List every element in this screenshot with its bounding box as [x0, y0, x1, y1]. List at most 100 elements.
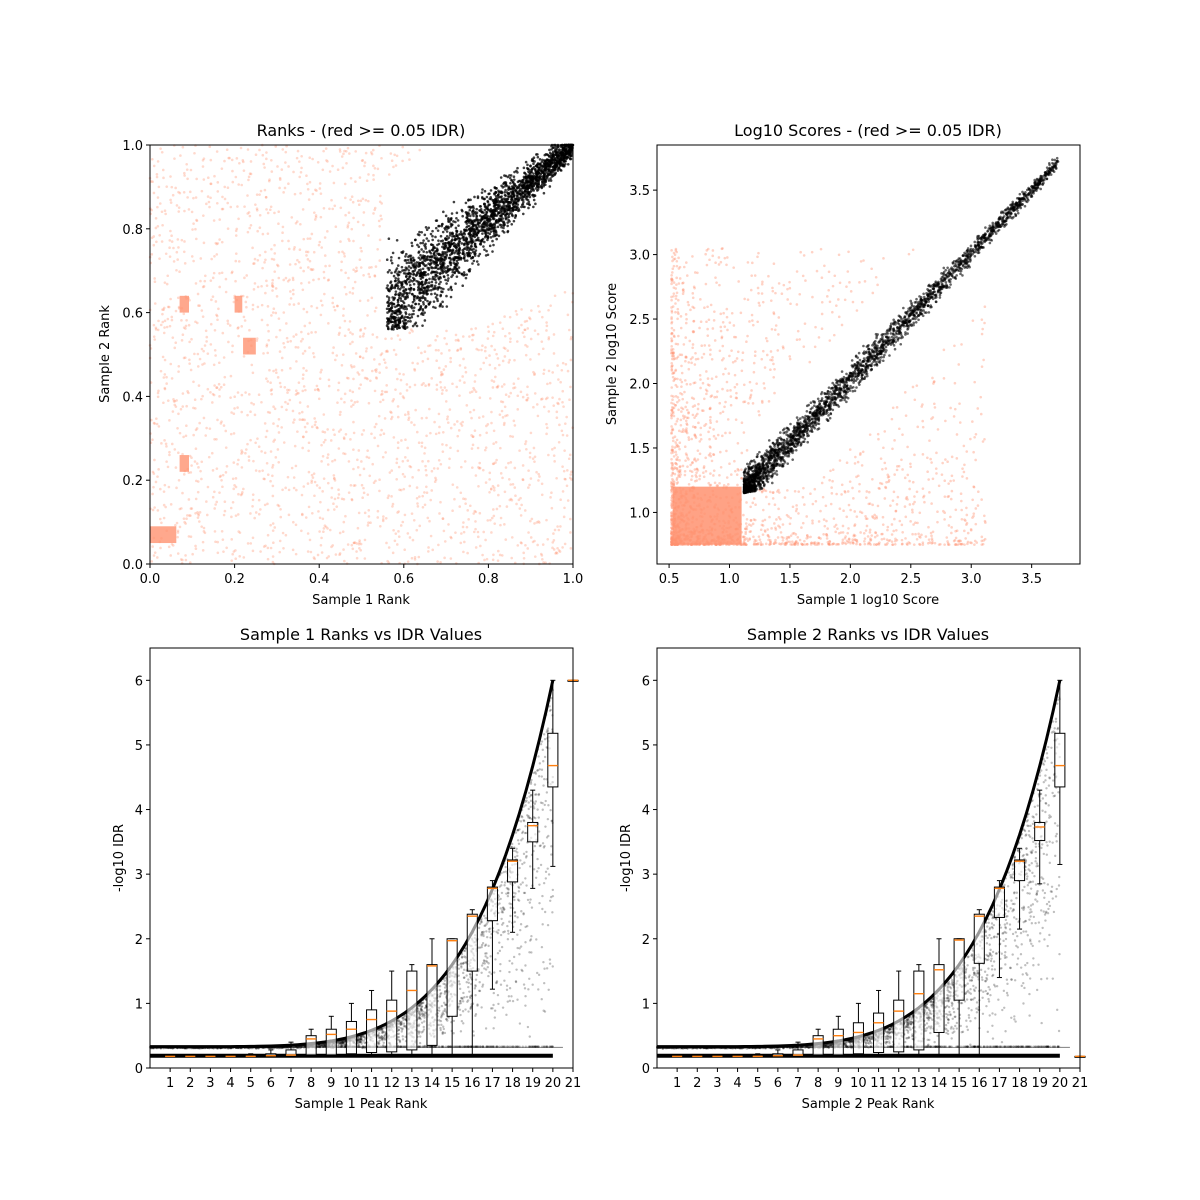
fail-point [212, 271, 216, 275]
fail-point [556, 401, 559, 405]
fail-point [328, 264, 331, 268]
pass-point [511, 181, 515, 184]
fail-point [553, 294, 557, 298]
fail-point [308, 180, 312, 184]
fail-point [344, 271, 347, 275]
fail-point [376, 167, 380, 171]
fail-point [553, 460, 556, 463]
fail-point [159, 147, 162, 150]
fail-point [220, 240, 224, 244]
fail-point [556, 525, 559, 528]
fail-point [367, 173, 370, 176]
fail-point [173, 157, 176, 160]
fail-point [194, 497, 198, 501]
fail-point [436, 467, 440, 470]
fail-point [222, 424, 226, 427]
fail-point [318, 240, 322, 244]
fail-point [253, 262, 256, 265]
pass-point [484, 223, 487, 226]
fail-point [333, 477, 336, 480]
fail-point [405, 389, 409, 392]
fail-point [865, 517, 869, 521]
fail-point [151, 438, 154, 442]
fail-point [320, 443, 323, 447]
fail-point [350, 543, 354, 547]
pass-point [530, 178, 533, 181]
fail-point [545, 321, 548, 324]
fail-point [481, 415, 485, 418]
fail-point [671, 375, 675, 379]
fail-point [331, 207, 334, 211]
pass-point [423, 282, 427, 286]
fail-point [476, 530, 480, 534]
pass-point [412, 287, 416, 291]
fail-point [192, 259, 195, 263]
fail-point [319, 500, 322, 504]
fail-point [240, 449, 243, 452]
fail-point [150, 560, 154, 563]
fail-point [355, 550, 358, 553]
fail-point [331, 301, 335, 305]
fail-point [351, 340, 354, 344]
fail-point [186, 390, 189, 393]
fail-point [434, 478, 438, 482]
fail-point [278, 350, 282, 353]
fail-point [379, 393, 383, 396]
fail-point [154, 216, 158, 220]
fail-point [552, 333, 556, 336]
fail-point [272, 541, 275, 545]
fail-point [153, 338, 157, 341]
fail-point [315, 189, 318, 192]
fail-point [374, 422, 378, 426]
fail-point [182, 190, 186, 194]
fail-point [344, 514, 347, 518]
pass-point [442, 258, 446, 262]
fail-point [265, 429, 269, 433]
pass-point [416, 243, 419, 247]
fail-point [463, 381, 466, 384]
pass-point [423, 244, 426, 247]
fail-point [249, 172, 253, 176]
fail-point [322, 276, 326, 280]
fail-point [449, 446, 452, 450]
pass-point [389, 259, 393, 262]
fail-point [209, 158, 213, 162]
fail-point [266, 533, 270, 537]
fail-point [698, 373, 702, 377]
fail-point [192, 380, 195, 384]
fail-point [311, 192, 315, 196]
pass-point [523, 182, 527, 185]
pass-point [436, 248, 439, 252]
fail-point [372, 358, 376, 361]
fail-point [519, 514, 523, 517]
pass-point [455, 259, 459, 263]
pass-point [532, 172, 535, 175]
pass-point [506, 175, 510, 179]
fail-point [362, 223, 365, 227]
fail-point [395, 154, 399, 158]
fail-point [476, 446, 480, 450]
fail-point [537, 304, 540, 308]
fail-point [423, 446, 427, 450]
fail-point [518, 507, 522, 510]
fail-point [312, 556, 316, 559]
fail-point [453, 423, 456, 426]
pass-point [411, 324, 415, 328]
fail-point [270, 158, 273, 162]
fail-point [474, 390, 478, 394]
fail-point [307, 198, 311, 201]
fail-point [185, 424, 188, 427]
fail-point [181, 392, 185, 395]
fail-point [303, 425, 307, 429]
fail-point [182, 356, 186, 360]
fail-point [563, 449, 566, 452]
fail-point [189, 507, 193, 510]
fail-point [195, 427, 199, 430]
fail-point [164, 212, 167, 216]
fail-point [315, 484, 319, 487]
fail-point [465, 404, 469, 407]
fail-point [416, 505, 420, 508]
pass-point [438, 304, 442, 308]
fail-point [474, 373, 477, 377]
fail-point [876, 283, 879, 287]
